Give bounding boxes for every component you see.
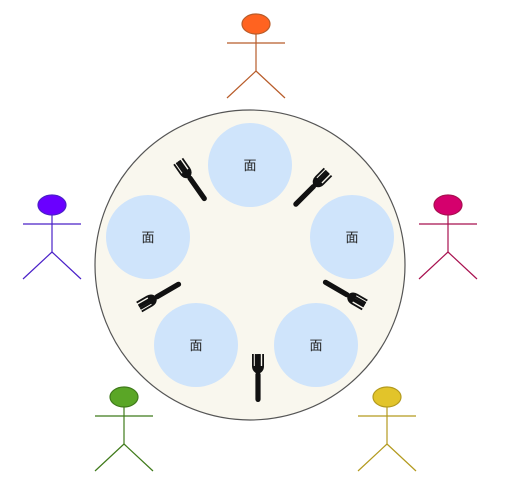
philosopher-leg-left	[227, 71, 256, 98]
philosopher-leg-left	[358, 444, 387, 471]
philosopher-head	[434, 195, 462, 215]
plate-label: 面	[141, 231, 154, 246]
plate: 面	[274, 303, 358, 387]
plate: 面	[208, 123, 292, 207]
plate-label: 面	[345, 231, 358, 246]
philosopher-leg-right	[448, 252, 477, 279]
philosopher-leg-right	[256, 71, 285, 98]
philosopher-figure	[419, 195, 477, 279]
plate: 面	[310, 195, 394, 279]
philosopher-figure	[227, 14, 285, 98]
philosopher-leg-right	[124, 444, 153, 471]
philosopher-figure	[23, 195, 81, 279]
plate: 面	[154, 303, 238, 387]
plate-label: 面	[189, 339, 202, 354]
plate: 面	[106, 195, 190, 279]
philosopher-figure	[95, 387, 153, 471]
philosopher-leg-right	[52, 252, 81, 279]
philosopher-head	[373, 387, 401, 407]
philosopher-figure	[358, 387, 416, 471]
philosopher-head	[38, 195, 66, 215]
philosopher-leg-right	[387, 444, 416, 471]
philosopher-leg-left	[95, 444, 124, 471]
philosopher-leg-left	[419, 252, 448, 279]
plate-label: 面	[243, 159, 256, 174]
philosopher-head	[242, 14, 270, 34]
philosopher-leg-left	[23, 252, 52, 279]
plate-label: 面	[309, 339, 322, 354]
philosopher-head	[110, 387, 138, 407]
